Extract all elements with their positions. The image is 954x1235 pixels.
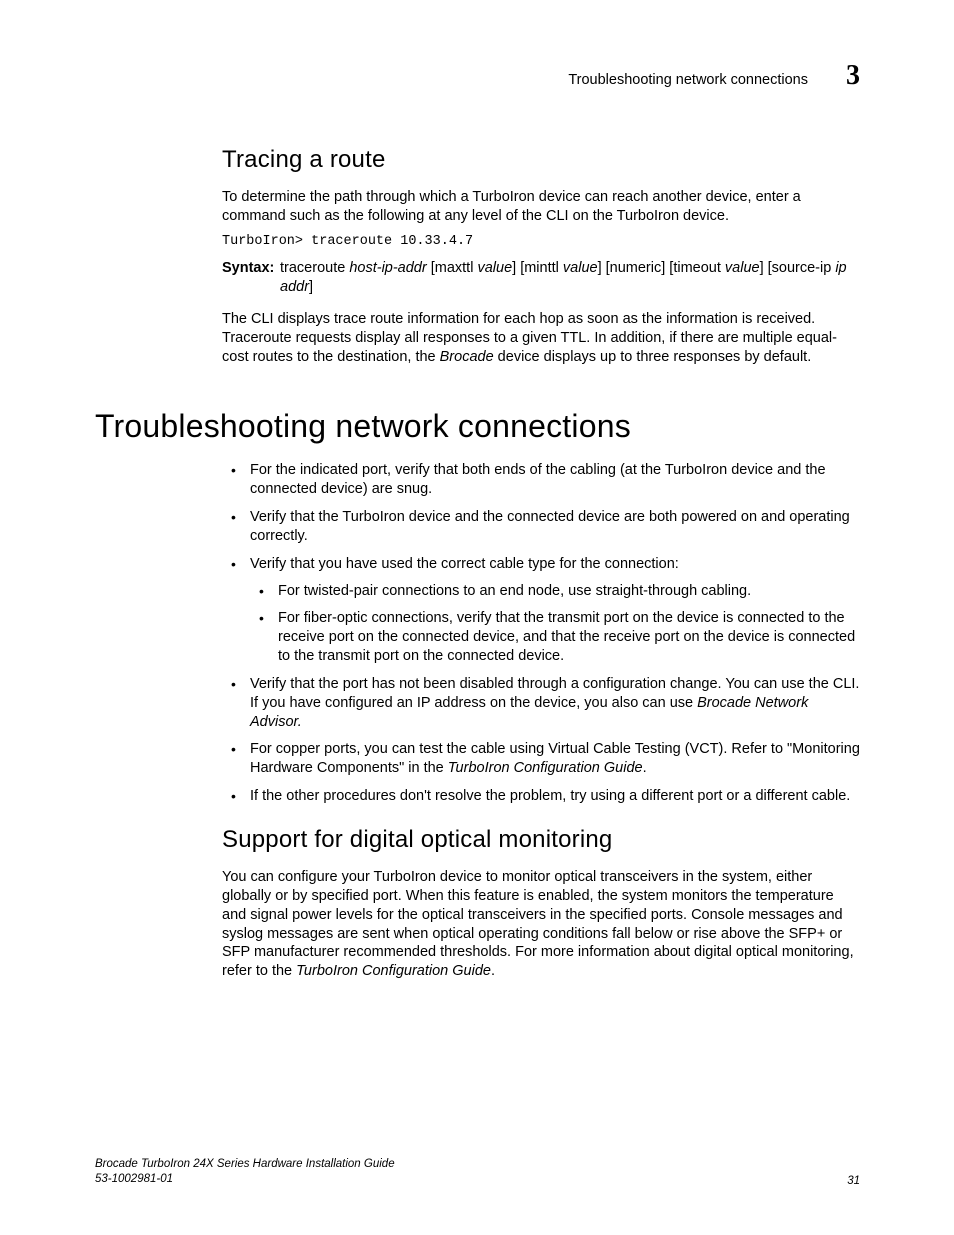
- nested-list: For twisted-pair connections to an end n…: [250, 582, 860, 666]
- syntax-var: value: [477, 260, 512, 276]
- troubleshooting-list: For the indicated port, verify that both…: [222, 461, 860, 806]
- page: Troubleshooting network connections 3 Tr…: [0, 0, 954, 1235]
- tracing-route-heading: Tracing a route: [222, 146, 860, 174]
- footer-title: Brocade TurboIron 24X Series Hardware In…: [95, 1157, 395, 1172]
- list-item: Verify that you have used the correct ca…: [222, 555, 860, 666]
- dom-heading: Support for digital optical monitoring: [222, 826, 860, 854]
- brocade-italic: Brocade: [440, 349, 494, 365]
- text: .: [491, 963, 495, 979]
- running-header-title: Troubleshooting network connections: [568, 72, 808, 88]
- chapter-number: 3: [846, 62, 860, 90]
- syntax-label: Syntax:: [222, 259, 280, 298]
- running-header: Troubleshooting network connections 3: [95, 62, 860, 90]
- syntax-text: ] [numeric] [timeout: [598, 260, 725, 276]
- tracing-intro: To determine the path through which a Tu…: [222, 188, 860, 226]
- syntax-text: traceroute: [280, 260, 349, 276]
- list-item: For twisted-pair connections to an end n…: [250, 582, 860, 601]
- syntax-body: traceroute host-ip-addr [maxttl value] […: [280, 259, 860, 298]
- list-item: Verify that the TurboIron device and the…: [222, 508, 860, 546]
- guide-italic: TurboIron Configuration Guide: [448, 760, 643, 776]
- syntax-row: Syntax: traceroute host-ip-addr [maxttl …: [222, 259, 860, 298]
- tracing-explain: The CLI displays trace route information…: [222, 310, 860, 367]
- list-item: For the indicated port, verify that both…: [222, 461, 860, 499]
- text: Verify that you have used the correct ca…: [250, 556, 679, 572]
- syntax-text: ] [minttl: [512, 260, 563, 276]
- list-item: Verify that the port has not been disabl…: [222, 675, 860, 732]
- list-item: For fiber-optic connections, verify that…: [250, 609, 860, 666]
- syntax-text: ]: [309, 279, 313, 295]
- text: device displays up to three responses by…: [494, 349, 812, 365]
- footer-docnum: 53-1002981-01: [95, 1172, 395, 1187]
- text: .: [643, 760, 647, 776]
- dom-paragraph: You can configure your TurboIron device …: [222, 868, 860, 981]
- syntax-text: ] [source-ip: [760, 260, 836, 276]
- syntax-text: [maxttl: [427, 260, 478, 276]
- list-item: For copper ports, you can test the cable…: [222, 740, 860, 778]
- guide-italic: TurboIron Configuration Guide: [296, 963, 491, 979]
- syntax-var: host-ip-addr: [349, 260, 426, 276]
- footer-left: Brocade TurboIron 24X Series Hardware In…: [95, 1157, 395, 1187]
- footer-page-number: 31: [847, 1175, 860, 1187]
- traceroute-code: TurboIron> traceroute 10.33.4.7: [222, 234, 860, 249]
- list-item: If the other procedures don't resolve th…: [222, 787, 860, 806]
- content-area: Tracing a route To determine the path th…: [95, 146, 860, 981]
- syntax-var: value: [563, 260, 598, 276]
- page-footer: Brocade TurboIron 24X Series Hardware In…: [95, 1157, 860, 1187]
- troubleshooting-heading: Troubleshooting network connections: [95, 408, 860, 445]
- syntax-var: value: [725, 260, 760, 276]
